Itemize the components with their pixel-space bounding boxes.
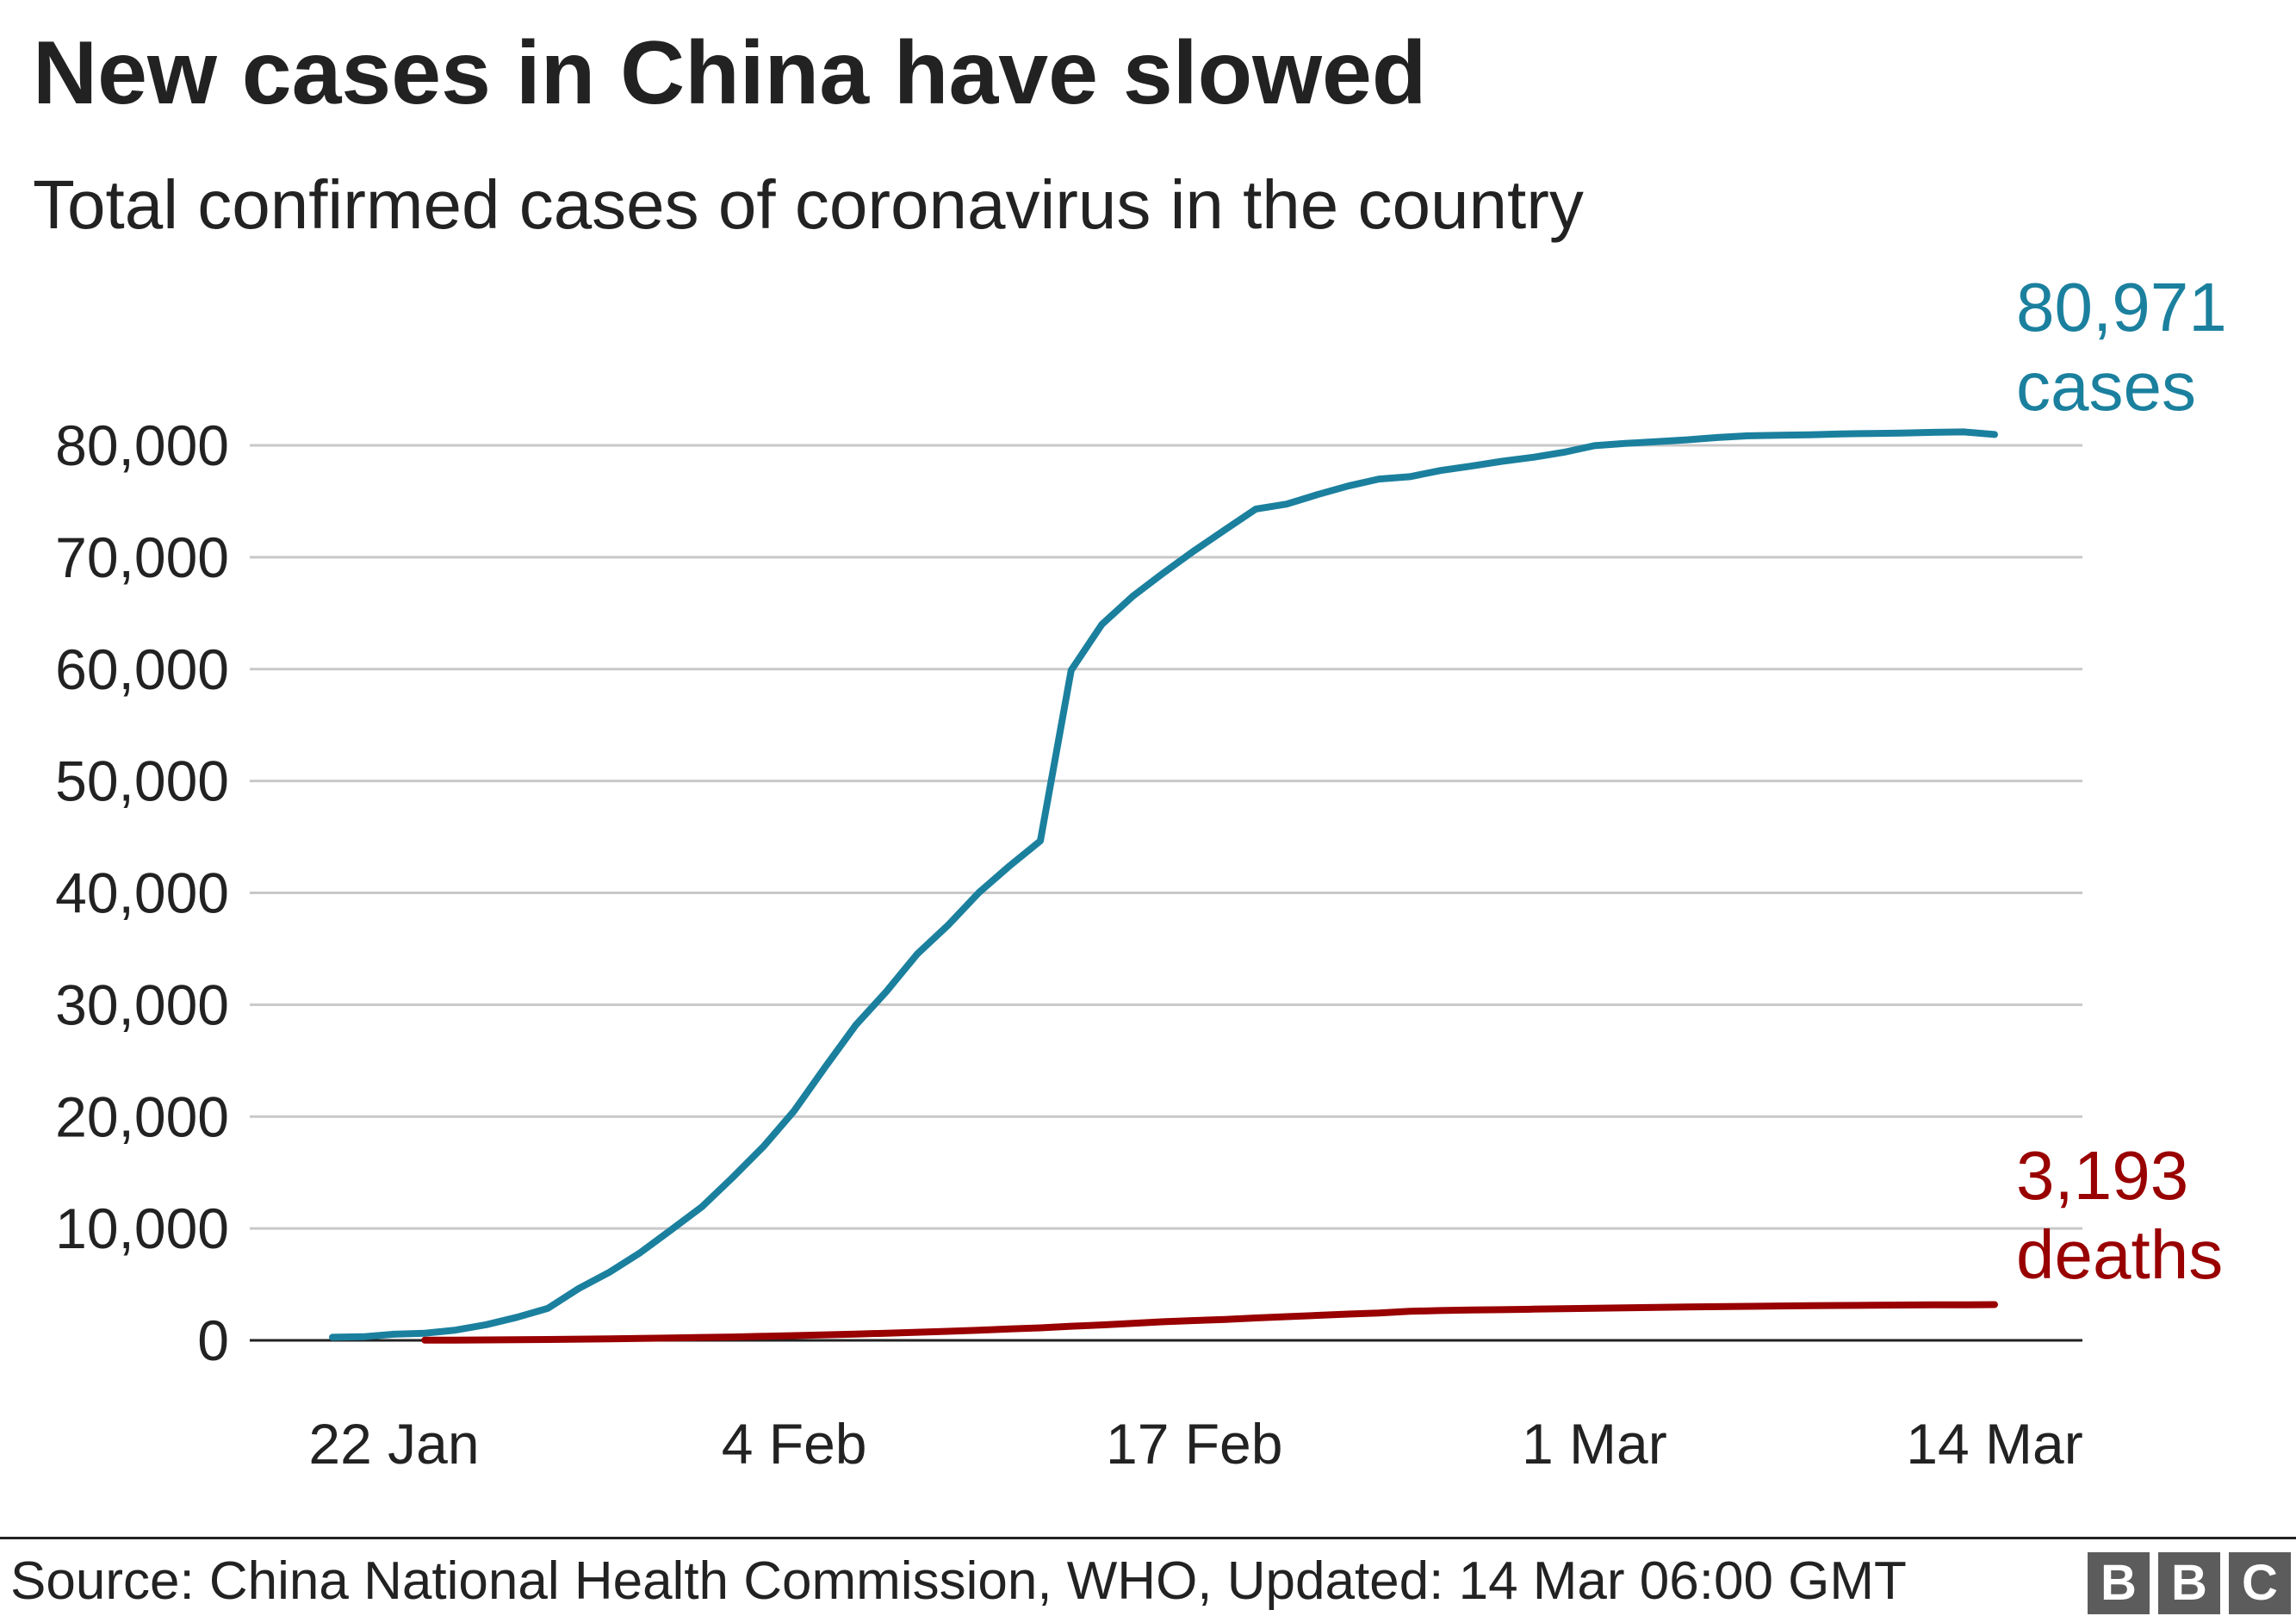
x-tick-label: 14 Mar <box>1906 1412 2082 1476</box>
x-tick-label: 4 Feb <box>722 1412 867 1476</box>
y-tick-label: 30,000 <box>55 973 229 1036</box>
y-tick-label: 0 <box>197 1308 229 1372</box>
x-tick-label: 17 Feb <box>1106 1412 1282 1476</box>
x-axis-tick-labels: 22 Jan 4 Feb 17 Feb 1 Mar 14 Mar <box>308 1412 2082 1476</box>
series-line-cases <box>329 428 1998 1341</box>
chart-subtitle: Total confirmed cases of coronavirus in … <box>33 166 1584 243</box>
y-tick-label: 50,000 <box>55 749 229 813</box>
source-note: Source: China National Health Commission… <box>10 1551 1907 1611</box>
line-chart: 0 10,000 20,000 30,000 40,000 50,000 60,000 70,… <box>55 269 2227 1476</box>
series-lines <box>329 428 1998 1344</box>
end-value-label-cases: 80,971 <box>2016 269 2227 345</box>
footer-divider <box>0 1537 2296 1539</box>
y-axis-tick-labels: 0 10,000 20,000 30,000 40,000 50,000 60,000 70,… <box>55 413 229 1372</box>
chart-title: New cases in China have slowed <box>33 23 1427 123</box>
gridlines <box>250 444 2082 1342</box>
bbc-logo: B B C <box>2088 1552 2291 1614</box>
y-tick-label: 20,000 <box>55 1085 229 1148</box>
series-line-deaths <box>421 1301 1998 1344</box>
x-tick-label: 22 Jan <box>308 1412 479 1476</box>
end-unit-label-deaths: deaths <box>2016 1216 2223 1293</box>
y-tick-label: 10,000 <box>55 1196 229 1260</box>
logo-letter: B <box>2088 1552 2150 1614</box>
logo-letter: B <box>2158 1552 2220 1614</box>
end-unit-label-cases: cases <box>2016 348 2196 425</box>
logo-letter: C <box>2229 1552 2291 1614</box>
end-value-label-deaths: 3,193 <box>2016 1137 2188 1214</box>
y-tick-label: 70,000 <box>55 525 229 589</box>
x-tick-label: 1 Mar <box>1522 1412 1667 1476</box>
y-tick-label: 80,000 <box>55 413 229 477</box>
y-tick-label: 60,000 <box>55 637 229 701</box>
y-tick-label: 40,000 <box>55 861 229 925</box>
